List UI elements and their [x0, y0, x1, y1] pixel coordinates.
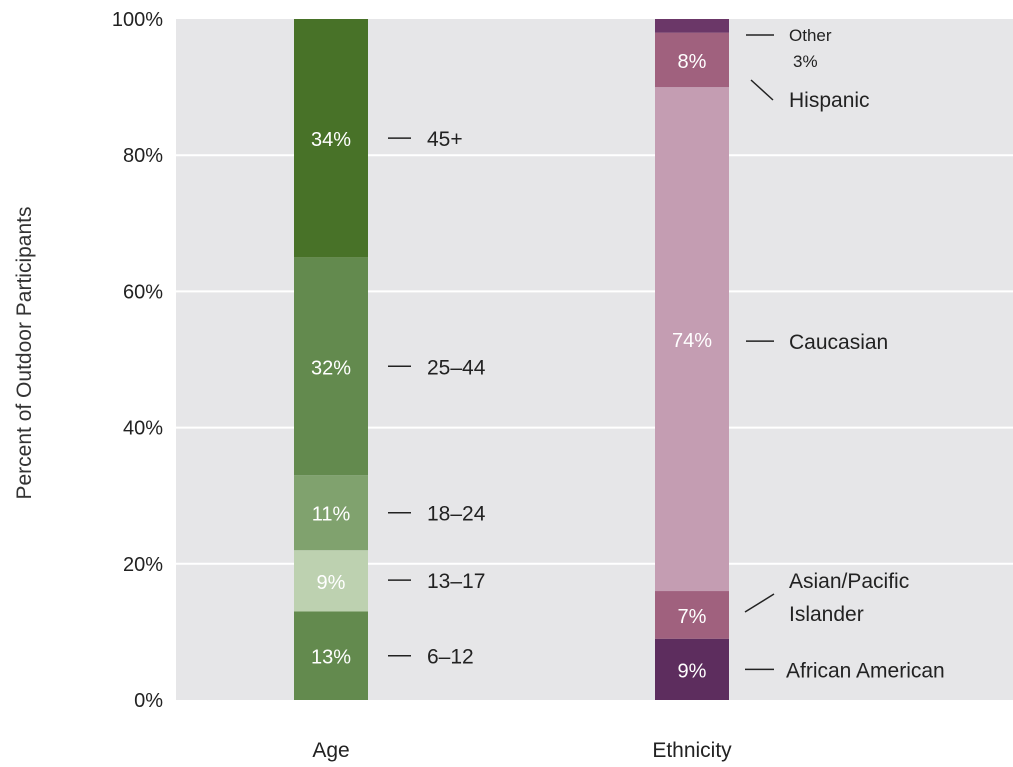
callout-label: Islander: [789, 603, 864, 626]
y-tick-label: 80%: [123, 145, 163, 167]
callout-label: 45+: [427, 128, 463, 151]
y-tick-label: 40%: [123, 418, 163, 440]
bar-segment: [294, 19, 368, 258]
callout-label: 25–44: [427, 356, 486, 379]
bars: 13% 9% 11% 32% 34% 9% 7% 74% 8%: [294, 19, 729, 700]
callout-line: [744, 593, 775, 613]
y-tick-label: 60%: [123, 281, 163, 303]
x-axis-categories: Age Ethnicity: [312, 739, 732, 762]
bar-segment: [294, 475, 368, 551]
callout-label: Hispanic: [789, 89, 870, 112]
segment-value-label: 8%: [678, 51, 707, 73]
callout-label: Asian/Pacific: [789, 570, 909, 593]
callout-label: Caucasian: [789, 331, 888, 354]
callout-label: African American: [786, 659, 945, 682]
callout-label: 18–24: [427, 503, 486, 526]
segment-value-label: 34%: [311, 129, 351, 151]
y-tick-label: 20%: [123, 554, 163, 576]
segment-value-label: 13%: [311, 647, 351, 669]
y-tick-label: 0%: [134, 690, 163, 712]
segment-callouts: 6–12 13–17 18–24 25–44 45+ African American As…: [388, 26, 945, 682]
bar-segment: [655, 591, 729, 639]
segment-value-label: 7%: [678, 606, 707, 628]
callout-label: 13–17: [427, 570, 485, 593]
bar-segment: [294, 611, 368, 700]
bar-segment: [655, 32, 729, 88]
bar-segment: [294, 257, 368, 476]
y-tick-label: 100%: [112, 9, 163, 31]
x-category-label: Age: [312, 739, 349, 762]
callout-label: Other: [789, 26, 832, 45]
y-axis-ticks: 0% 20% 40% 60% 80% 100%: [112, 9, 163, 712]
segment-value-label: 11%: [312, 504, 351, 526]
bar-segment: [655, 87, 729, 592]
callout-line: [750, 79, 774, 101]
y-axis-label: Percent of Outdoor Participants: [13, 207, 36, 500]
callout-label: 6–12: [427, 646, 474, 669]
segment-value-label: 9%: [317, 572, 346, 594]
bar-segment: [655, 638, 729, 700]
segment-value-label: 74%: [672, 330, 712, 352]
x-category-label: Ethnicity: [652, 739, 732, 762]
segment-value-label: 9%: [678, 660, 707, 682]
segment-value-label: 32%: [311, 357, 351, 379]
bar-segment: [655, 19, 729, 33]
bar-segment: [294, 550, 368, 612]
callout-value-label: 3%: [793, 52, 818, 71]
